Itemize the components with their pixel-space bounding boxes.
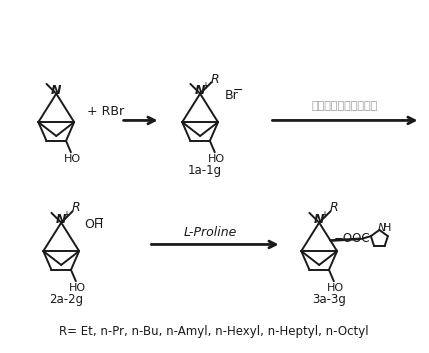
Text: +: + xyxy=(201,81,209,91)
Text: N: N xyxy=(195,84,205,97)
Text: 1a-1g: 1a-1g xyxy=(188,163,222,176)
Text: N: N xyxy=(378,222,386,233)
Text: HO: HO xyxy=(327,283,344,293)
Text: N: N xyxy=(314,213,324,226)
Text: +: + xyxy=(62,210,70,220)
Text: Br: Br xyxy=(224,89,238,102)
Text: −OOC: −OOC xyxy=(334,232,370,245)
Text: N: N xyxy=(56,213,66,226)
Text: R: R xyxy=(329,202,338,215)
Text: HO: HO xyxy=(69,283,86,293)
Text: 强碷性阴离子交换树脂: 强碷性阴离子交换树脂 xyxy=(312,101,378,110)
Text: HO: HO xyxy=(208,154,225,164)
Text: H: H xyxy=(384,222,392,233)
Text: OH: OH xyxy=(84,218,103,231)
Text: L-Proline: L-Proline xyxy=(183,226,237,239)
Text: + RBr: + RBr xyxy=(87,105,124,118)
Text: −: − xyxy=(94,213,104,226)
Text: R= Et, n-Pr, n-Bu, n-Amyl, n-Hexyl, n-Heptyl, n-Octyl: R= Et, n-Pr, n-Bu, n-Amyl, n-Hexyl, n-He… xyxy=(59,325,369,338)
Text: −: − xyxy=(232,84,243,97)
Text: 3a-3g: 3a-3g xyxy=(312,293,346,306)
Text: R: R xyxy=(72,202,80,215)
Text: +: + xyxy=(320,210,328,220)
Text: R: R xyxy=(211,72,219,85)
Text: 2a-2g: 2a-2g xyxy=(49,293,83,306)
Text: N: N xyxy=(51,84,61,97)
Text: HO: HO xyxy=(64,154,81,164)
